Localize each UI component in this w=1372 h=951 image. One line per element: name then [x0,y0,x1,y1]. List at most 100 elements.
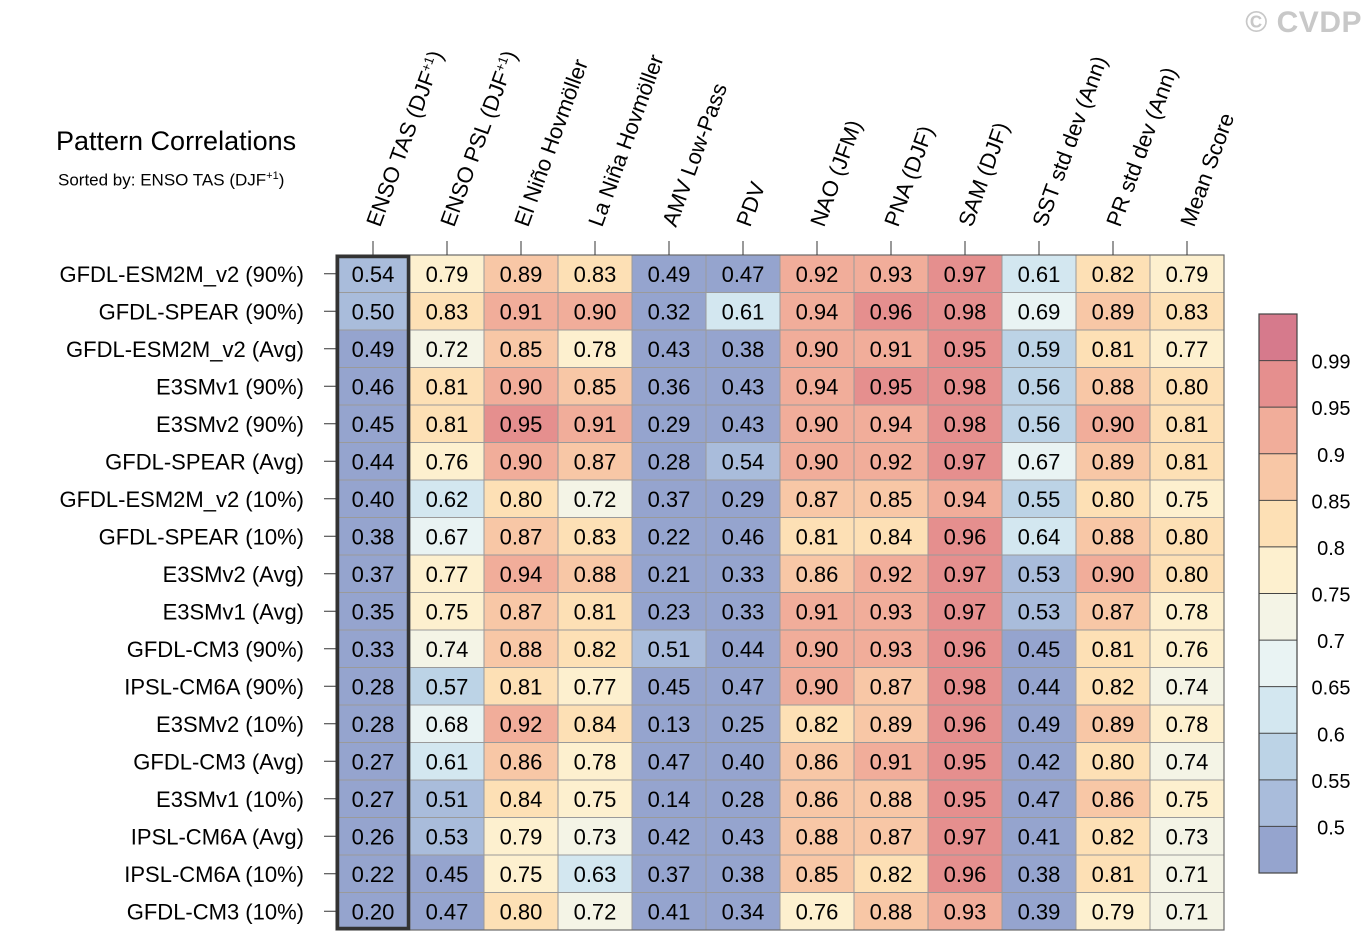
row-labels: GFDL-ESM2M_v2 (90%) GFDL-SPEAR (90%) GFDL-… [59,262,336,924]
cell-value-label: 0.32 [648,299,691,324]
heatmap-cell [1149,629,1225,668]
heatmap-cell [1149,254,1225,293]
cell-value-label: 0.92 [870,449,913,474]
cell-value-label: 0.87 [870,674,913,699]
heatmap-cell [779,779,855,818]
heatmap-cell [1001,367,1077,406]
cell-value-label: 0.91 [500,299,543,324]
cell-value-label: 0.45 [426,862,469,887]
cell-value-label: 0.90 [574,299,617,324]
heatmap-cell [1075,442,1151,481]
column-label-text: ENSO PSL (DJF [435,68,514,230]
heatmap-cell [705,404,781,443]
colorbar-tick-label: 0.5 [1317,817,1345,839]
heatmap-cell [853,742,929,781]
cell-value-label: 0.74 [426,637,469,662]
cell-value-label: 0.63 [574,862,617,887]
cell-value-label: 0.41 [648,899,691,924]
cell-value-label: 0.83 [1166,299,1209,324]
heatmap-cell [1075,817,1151,856]
heatmap-cell [853,404,929,443]
heatmap-cell [1149,704,1225,743]
heatmap-cell [631,442,707,481]
cell-value-label: 0.94 [944,487,987,512]
heatmap-cell [1075,479,1151,518]
colorbar-tick-label: 0.9 [1317,445,1345,467]
heatmap-cell [705,629,781,668]
column-label: PNA (DJF) [879,122,938,229]
heatmap-cell [927,517,1003,556]
cell-value-label: 0.93 [870,262,913,287]
heatmap-cell [1001,329,1077,368]
colorbar-tick-label: 0.6 [1317,724,1345,746]
sort-column-highlight [335,254,411,931]
heatmap-cell [483,704,559,743]
cell-value-label: 0.80 [500,487,543,512]
chart-title: Pattern Correlations [56,126,297,156]
cell-value-label: 0.53 [1018,599,1061,624]
column-label-text: AMV Low-Pass [657,80,732,230]
cell-value-label: 0.92 [500,712,543,737]
cell-value-label: 0.76 [796,899,839,924]
cell-value-label: 0.51 [426,787,469,812]
heatmap-cell [1075,779,1151,818]
cell-value-label: 0.33 [352,637,395,662]
heatmap-cell [557,704,633,743]
cell-value-label: 0.88 [1092,524,1135,549]
cell-value-label: 0.78 [574,337,617,362]
cell-value-label: 0.86 [1092,787,1135,812]
heatmap-cell [483,442,559,481]
cell-value-label: 0.76 [1166,637,1209,662]
cell-value-label: 0.75 [426,599,469,624]
cell-value-label: 0.28 [352,712,395,737]
cell-value-label: 0.96 [870,299,913,324]
cell-value-label: 0.81 [426,374,469,399]
heatmap-cell [705,892,781,931]
heatmap-cell [409,404,485,443]
cell-value-label: 0.85 [870,487,913,512]
cell-value-label: 0.55 [1018,487,1061,512]
cell-value-label: 0.40 [722,749,765,774]
column-label: SST std dev (Ann) [1027,53,1112,230]
heatmap-cell [409,592,485,631]
cell-value-label: 0.87 [796,487,839,512]
cell-value-label: 0.67 [1018,449,1061,474]
cell-value-label: 0.96 [944,524,987,549]
heatmap-cell [927,817,1003,856]
column-label-text: ENSO TAS (DJF [361,68,440,230]
heatmap-cell [631,892,707,931]
cell-value-label: 0.98 [944,412,987,437]
cell-value-label: 0.77 [1166,337,1209,362]
cell-value-label: 0.82 [574,637,617,662]
cell-value-label: 0.88 [1092,374,1135,399]
cell-value-label: 0.53 [426,824,469,849]
cell-value-label: 0.94 [870,412,913,437]
cell-value-label: 0.77 [426,562,469,587]
cell-value-label: 0.54 [722,449,765,474]
cell-value-label: 0.80 [1166,374,1209,399]
cell-value-label: 0.26 [352,824,395,849]
heatmap-cell [1001,704,1077,743]
row-label: GFDL-CM3 (90%) [127,637,304,662]
heatmap-cell [557,892,633,931]
heatmap-cell [631,817,707,856]
cell-value-label: 0.85 [796,862,839,887]
subtitle-prefix: Sorted by: ENSO TAS (DJF [58,170,267,190]
column-label-sup: +1 [417,54,436,73]
heatmap-cell [409,479,485,518]
heatmap-cell [483,554,559,593]
heatmap-cell [483,517,559,556]
heatmap-cell [1149,404,1225,443]
heatmap-cell [853,892,929,931]
cell-value-label: 0.68 [426,712,469,737]
cell-value-label: 0.95 [944,787,987,812]
heatmap-cell [1075,254,1151,293]
heatmap-cell [779,329,855,368]
heatmap-cell [409,554,485,593]
cell-value-label: 0.95 [944,749,987,774]
column-label: El Niño Hovmöller [509,56,593,230]
heatmap-cell [1075,629,1151,668]
cell-value-label: 0.79 [426,262,469,287]
cell-value-label: 0.13 [648,712,691,737]
cell-value-label: 0.73 [574,824,617,849]
